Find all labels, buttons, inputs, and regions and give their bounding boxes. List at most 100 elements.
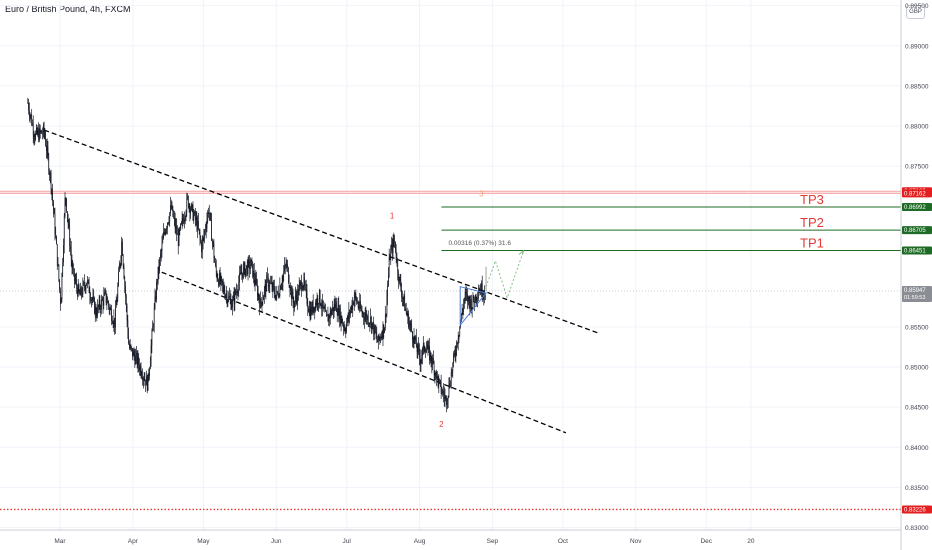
candle-body	[422, 343, 424, 348]
candle-body	[336, 301, 337, 312]
candle-body	[385, 314, 387, 315]
candle-body	[65, 197, 67, 199]
candle-body	[133, 351, 135, 356]
candle-body	[241, 272, 243, 275]
candle-body	[358, 306, 360, 309]
currency-button[interactable]: GBP	[906, 5, 925, 19]
candle-body	[312, 301, 314, 312]
candle-body	[63, 245, 64, 263]
candle-body	[360, 301, 361, 309]
candle-body	[260, 298, 261, 309]
candle-body	[435, 372, 437, 379]
candle-body	[284, 265, 286, 267]
candle-body	[105, 290, 107, 303]
candle-body	[298, 285, 300, 295]
candle-body	[344, 327, 346, 333]
candle-body	[252, 261, 254, 277]
candle-body	[293, 302, 295, 308]
candle-body	[440, 380, 441, 382]
candle-body	[181, 218, 183, 223]
time-axis: Mar Apr May Jun Jul Aug Sep Oct Nov Dec 20	[0, 529, 901, 545]
candle-body	[290, 286, 292, 291]
candle-body	[43, 125, 45, 132]
candle-body	[55, 234, 57, 237]
candle-body	[427, 345, 429, 350]
x-tick-label: Jul	[343, 538, 352, 545]
candle-body	[216, 272, 218, 279]
candle-body	[426, 349, 427, 353]
x-tick-label: Nov	[630, 538, 642, 545]
candle-body	[424, 349, 426, 351]
candle-body	[198, 221, 199, 229]
candle-body	[60, 289, 61, 304]
candle-body	[80, 287, 81, 296]
candle-body	[396, 259, 398, 261]
candle-body	[409, 323, 411, 325]
candle-body	[354, 293, 356, 299]
candle-body	[242, 272, 243, 278]
candle-body	[442, 390, 444, 393]
candle-body	[384, 327, 385, 333]
candle-body	[457, 339, 459, 345]
candle-body	[156, 281, 157, 300]
candle-body	[239, 273, 240, 283]
x-tick-label: Dec	[700, 538, 712, 545]
candle-body	[315, 302, 317, 305]
candle-body	[255, 278, 257, 285]
candle-body	[214, 258, 216, 263]
candle-body	[89, 292, 91, 297]
candle-body	[193, 214, 195, 220]
candle-body	[67, 216, 69, 224]
candle-body	[325, 311, 326, 312]
candle-body	[139, 366, 141, 371]
candle-body	[380, 337, 382, 339]
candle-body	[388, 257, 390, 275]
candle-body	[349, 310, 350, 315]
candle-body	[463, 303, 464, 311]
candle-body	[42, 133, 43, 135]
candle-body	[151, 331, 153, 346]
candle-body	[220, 276, 222, 283]
candle-body	[204, 230, 205, 236]
price-label-text-tp3: 0.86992	[904, 205, 926, 211]
candle-body	[45, 136, 46, 146]
candle-body	[29, 110, 30, 117]
candle-body	[274, 286, 275, 294]
candle-body	[191, 204, 192, 210]
candle-body	[198, 228, 200, 232]
candle-body	[289, 286, 291, 291]
candle-body	[452, 362, 454, 372]
candle-body	[275, 294, 277, 299]
candle-body	[148, 373, 150, 377]
candle-body	[370, 317, 371, 324]
candle-body	[377, 339, 378, 343]
candle-body	[368, 323, 370, 325]
candle-body	[46, 146, 48, 152]
candle-body	[210, 213, 212, 220]
candle-body	[382, 324, 384, 338]
candle-body	[270, 282, 271, 284]
candle-body	[56, 236, 57, 245]
candle-body	[348, 310, 350, 319]
candle-body	[430, 352, 432, 362]
candle-body	[243, 266, 244, 278]
candle-body	[212, 241, 214, 245]
candle-body	[389, 257, 391, 260]
candle-body	[277, 291, 278, 293]
candle-body	[201, 242, 202, 253]
candle-body	[177, 233, 178, 235]
candle-body	[163, 231, 165, 233]
candle-body	[407, 313, 409, 317]
candle-body	[345, 331, 347, 333]
candle-body	[56, 244, 58, 266]
target-label-tp3: TP3	[800, 192, 824, 207]
candle-body	[455, 353, 457, 356]
candle-body	[135, 355, 136, 365]
wave-label-1: 1	[390, 211, 395, 220]
candle-body	[174, 218, 176, 229]
candle-body	[228, 295, 230, 301]
candle-body	[278, 295, 280, 297]
price-labels: 0.871890.871620.869920.867050.864510.859…	[902, 187, 932, 514]
candle-body	[236, 291, 237, 294]
